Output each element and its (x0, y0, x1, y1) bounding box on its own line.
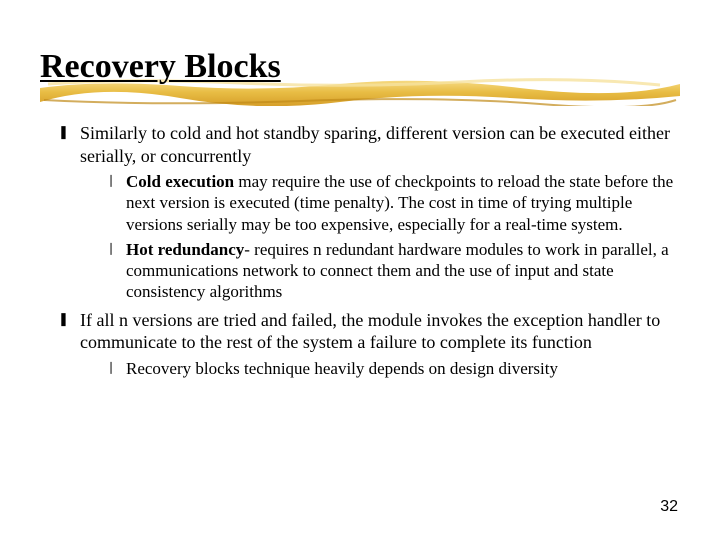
list-item: Recovery blocks technique heavily depend… (106, 358, 680, 379)
sub-list: Cold execution may require the use of ch… (80, 171, 680, 303)
list-item: Hot redundancy- requires n redundant har… (106, 239, 680, 303)
bullet-list: Similarly to cold and hot standby sparin… (40, 122, 680, 379)
page-number: 32 (660, 498, 678, 516)
content-area: Similarly to cold and hot standby sparin… (40, 122, 680, 379)
item-text: If all n versions are tried and failed, … (80, 310, 660, 353)
item-lead: Hot redundancy (126, 240, 244, 259)
item-text: Similarly to cold and hot standby sparin… (80, 123, 670, 166)
item-rest: Recovery blocks technique heavily depend… (126, 359, 558, 378)
item-lead: Cold execution (126, 172, 234, 191)
list-item: Similarly to cold and hot standby sparin… (58, 122, 680, 303)
slide-title: Recovery Blocks (40, 48, 281, 86)
list-item: If all n versions are tried and failed, … (58, 309, 680, 379)
list-item: Cold execution may require the use of ch… (106, 171, 680, 235)
sub-list: Recovery blocks technique heavily depend… (80, 358, 680, 379)
slide: Recovery Blocks Similarly to cold and ho… (0, 0, 720, 540)
title-block: Recovery Blocks (40, 48, 680, 86)
